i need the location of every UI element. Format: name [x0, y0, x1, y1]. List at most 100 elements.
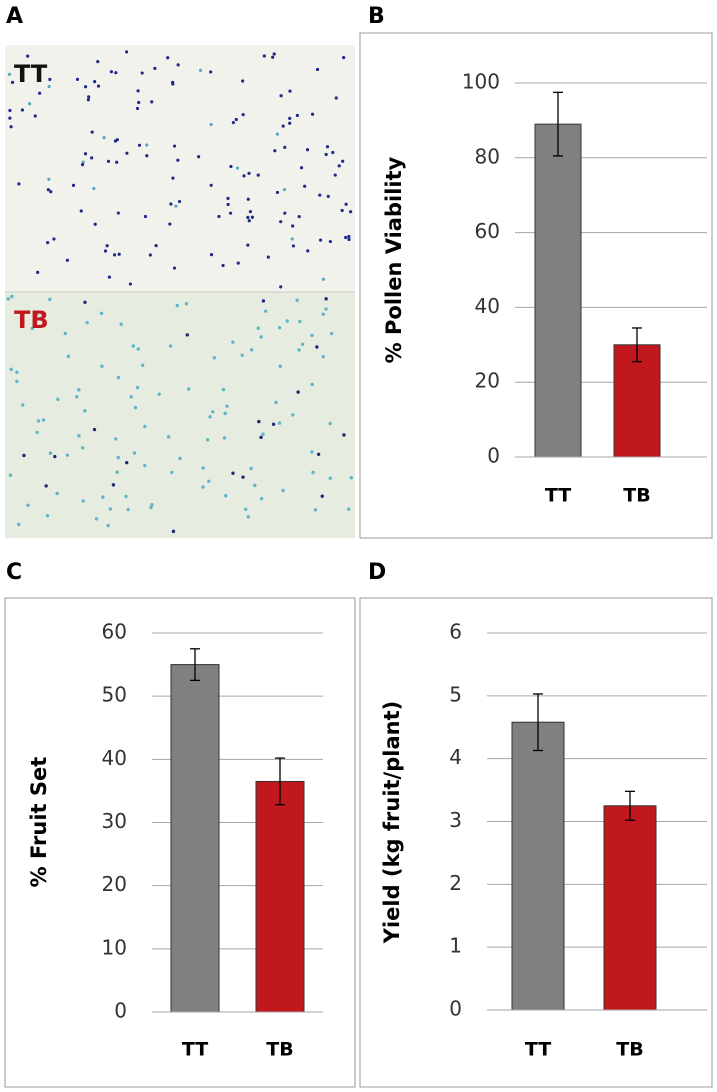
- pollen-dot: [261, 299, 266, 303]
- y-tick-label: 50: [102, 683, 127, 707]
- pollen-dot: [171, 529, 176, 534]
- pollen-dot: [9, 125, 13, 129]
- pollen-dot: [172, 266, 177, 270]
- bar: [534, 123, 582, 458]
- pollen-dot: [116, 211, 120, 215]
- pollen-dot: [99, 311, 104, 316]
- pollen-dot: [247, 219, 251, 223]
- pollen-dot: [246, 215, 250, 220]
- pollen-dot: [311, 470, 315, 475]
- pollen-dot: [279, 285, 283, 289]
- pollen-dot: [108, 507, 113, 511]
- pollen-dot: [248, 210, 253, 214]
- pollen-dot: [81, 160, 85, 164]
- pollen-dot: [75, 395, 79, 399]
- pollen-dot: [281, 488, 285, 493]
- pollen-dot: [324, 307, 328, 311]
- pollen-dot: [105, 244, 109, 248]
- pollen-dot: [116, 375, 121, 380]
- pollen-dot: [186, 387, 191, 391]
- pollen-dot: [36, 419, 41, 423]
- pollen-dot: [52, 237, 56, 241]
- pollen-dot: [209, 253, 214, 257]
- micrograph: [5, 45, 355, 538]
- pollen-dot: [111, 483, 116, 487]
- pollen-dot: [329, 331, 334, 336]
- pollen-dot: [249, 348, 254, 352]
- pollen-dot: [131, 344, 135, 348]
- pollen-dot: [145, 143, 149, 147]
- pollen-dot: [241, 475, 245, 479]
- pollen-dot: [80, 446, 85, 450]
- pollen-dot: [300, 342, 305, 346]
- y-tick-label: 60: [475, 219, 500, 243]
- y-tick-label: 10: [102, 935, 127, 959]
- pollen-dot: [92, 186, 96, 191]
- panel-frame: [359, 32, 713, 539]
- pollen-dot: [246, 197, 250, 201]
- pollen-dot: [288, 121, 292, 125]
- pollen-dot: [137, 100, 141, 105]
- pollen-dot: [154, 243, 158, 248]
- pollen-dot: [342, 56, 346, 60]
- pollen-dot: [56, 397, 60, 402]
- pollen-dot: [9, 367, 13, 372]
- pollen-dot: [63, 331, 67, 336]
- pollen-dot: [143, 463, 147, 468]
- pollen-dot: [55, 491, 59, 496]
- pollen-dot: [125, 460, 129, 465]
- y-tick-label: 20: [475, 369, 500, 393]
- pollen-dot: [310, 382, 314, 387]
- y-tick-label: 100: [462, 70, 500, 94]
- pollen-dot: [96, 60, 100, 64]
- pollen-dot: [46, 188, 50, 192]
- pollen-dot: [225, 404, 229, 408]
- y-axis-label: Yield (kg fruit/plant): [380, 701, 404, 944]
- pollen-dot: [279, 220, 283, 224]
- panel-frame: [4, 597, 356, 1088]
- pollen-dot: [65, 453, 70, 457]
- pollen-dot: [290, 237, 294, 241]
- pollen-dot: [92, 427, 97, 432]
- pollen-dot: [340, 208, 344, 213]
- pollen-dot: [341, 159, 345, 163]
- pollen-dot: [44, 484, 48, 488]
- pollen-dot: [318, 238, 323, 242]
- pollen-dot: [113, 139, 118, 143]
- pollen-dot: [310, 450, 314, 454]
- pollen-dot: [8, 116, 12, 120]
- y-tick-label: 30: [102, 809, 127, 833]
- y-tick-label: 40: [475, 294, 500, 318]
- pollen-dot: [83, 152, 88, 156]
- pollen-dot: [271, 55, 275, 59]
- pollen-dot: [212, 356, 217, 360]
- pollen-dot: [93, 80, 97, 84]
- pollen-dot: [137, 143, 142, 147]
- pollen-dot: [35, 430, 39, 435]
- pollen-dot: [71, 183, 76, 188]
- pollen-dot: [241, 113, 245, 117]
- y-tick-label: 0: [487, 444, 500, 468]
- pollen-dot: [80, 162, 85, 167]
- pollen-dot: [132, 451, 137, 455]
- pollen-dot: [135, 385, 140, 390]
- pollen-dot: [17, 522, 21, 527]
- pollen-dot: [211, 410, 215, 414]
- y-tick-label: 0: [114, 999, 127, 1023]
- pollen-dot: [94, 517, 99, 521]
- pollen-dot: [145, 154, 149, 158]
- pollen-dot: [297, 348, 301, 352]
- pollen-dot: [221, 387, 226, 392]
- pollen-dot: [117, 252, 121, 256]
- pollen-dot: [102, 136, 106, 140]
- pollen-dot: [17, 182, 21, 186]
- pollen-dot: [221, 263, 225, 268]
- pollen-dot: [296, 390, 300, 394]
- pollen-dot: [275, 132, 279, 136]
- pollen-dot: [201, 485, 205, 489]
- micrograph-bottom: [5, 292, 355, 538]
- x-tick-label: TB: [623, 485, 650, 507]
- pollen-dot: [26, 503, 30, 507]
- pollen-dot: [337, 164, 341, 168]
